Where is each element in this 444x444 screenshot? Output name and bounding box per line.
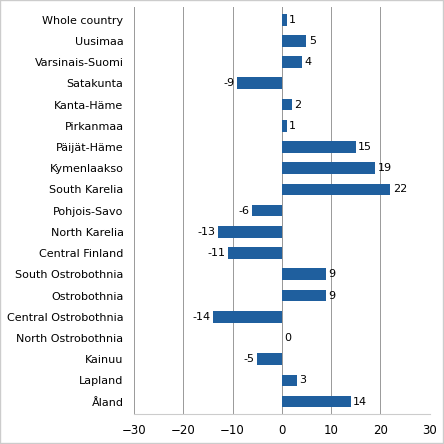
Text: -14: -14 [192,312,210,322]
Bar [282,183,390,195]
Text: 9: 9 [329,270,336,279]
Bar [228,247,282,259]
Text: -5: -5 [244,354,255,364]
Bar [282,289,326,301]
Bar [282,99,292,111]
Bar [282,269,326,280]
Text: 0: 0 [284,333,291,343]
Bar [282,56,301,68]
Bar [282,35,306,47]
Bar [282,375,297,386]
Bar [282,163,376,174]
Text: -9: -9 [224,78,235,88]
Text: -13: -13 [197,227,215,237]
Text: 19: 19 [378,163,392,173]
Text: -6: -6 [239,206,250,216]
Bar [252,205,282,217]
Text: 3: 3 [299,375,306,385]
Text: 2: 2 [294,99,301,110]
Text: 1: 1 [289,121,296,131]
Text: -11: -11 [207,248,225,258]
Bar [282,396,351,408]
Text: 22: 22 [393,184,407,194]
Bar [282,14,287,25]
Bar [238,78,282,89]
Text: 15: 15 [358,142,372,152]
Text: 14: 14 [353,396,368,407]
Bar [218,226,282,238]
Text: 9: 9 [329,290,336,301]
Text: 4: 4 [304,57,311,67]
Bar [282,120,287,131]
Bar [213,311,282,322]
Text: 1: 1 [289,15,296,25]
Text: 5: 5 [309,36,316,46]
Bar [257,353,282,365]
Bar [282,141,356,153]
